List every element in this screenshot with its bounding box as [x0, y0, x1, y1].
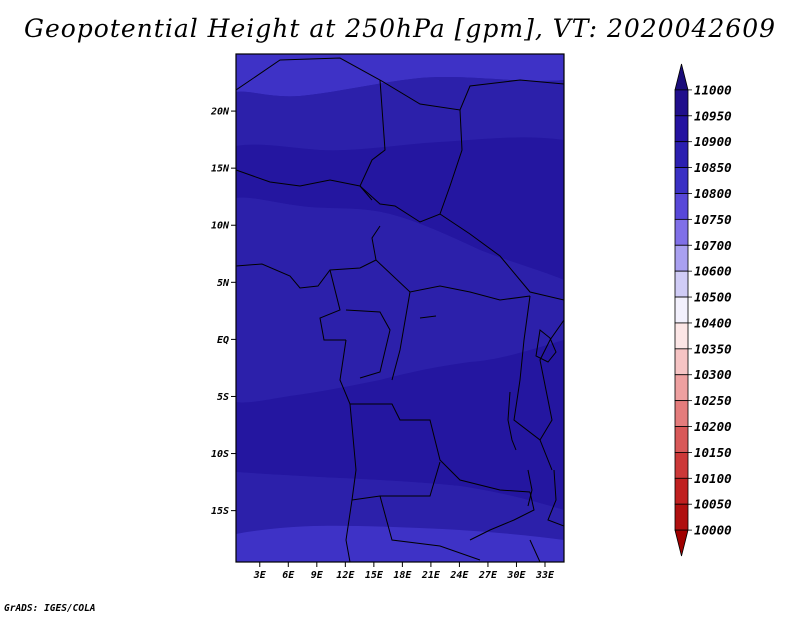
field-band-south3: [236, 525, 564, 562]
grads-credit: GrADS: IGES/COLA: [4, 603, 96, 614]
colorbar-swatch: [674, 322, 689, 350]
colorbar-swatch: [674, 296, 689, 324]
colorbar-label: 10600: [694, 264, 732, 279]
lon-tick-label: 18E: [393, 570, 412, 581]
lon-tick-label: 9E: [311, 570, 324, 581]
colorbar-swatch: [674, 374, 689, 402]
field-band-south2: [236, 472, 564, 540]
lon-tick-label: 15E: [365, 570, 384, 581]
lat-tick-label: 10S: [211, 449, 229, 460]
lat-tick-label: EQ: [217, 335, 229, 346]
lat-tick-label: 15N: [211, 164, 230, 175]
colorbar-swatch: [674, 400, 689, 427]
colorbar-label: 10150: [694, 445, 732, 460]
colorbar-label: 10500: [694, 290, 732, 305]
colorbar-swatch: [674, 426, 689, 453]
lon-tick-label: 6E: [282, 570, 295, 581]
colorbar-label: 10850: [694, 160, 732, 175]
lon-tick-label: 21E: [421, 570, 441, 581]
chart-title: Geopotential Height at 250hPa [gpm], VT:…: [23, 14, 777, 43]
colorbar-swatch: [674, 477, 689, 505]
country-borders: [236, 57, 564, 562]
colorbar-label: 10200: [694, 419, 732, 434]
colorbar-swatch: [674, 167, 689, 194]
lat-tick-label: 5N: [217, 278, 230, 289]
lon-tick-label: 30E: [506, 570, 526, 581]
colorbar-label: 10050: [694, 497, 732, 512]
lon-tick-label: 24E: [449, 570, 469, 581]
field-band-south: [236, 340, 564, 510]
colorbar-swatch: [674, 529, 689, 557]
colorbar-swatch: [674, 270, 689, 298]
colorbar-swatch: [674, 348, 689, 376]
map-frame: [235, 53, 565, 563]
field-band-central: [236, 197, 564, 403]
colorbar-label: 10350: [694, 341, 732, 356]
lat-tick-label: 20N: [210, 107, 230, 118]
colorbar-label: 10400: [694, 315, 732, 330]
colorbar-label: 10000: [694, 523, 732, 538]
latitude-axis: 20N 15N 10N 5N EQ 5S 10S 15S: [210, 107, 236, 517]
lon-tick-label: 3E: [253, 570, 267, 581]
colorbar-swatch: [674, 218, 689, 246]
colorbar-label: 10700: [694, 238, 732, 253]
colorbar-swatch: [674, 115, 689, 143]
lon-tick-label: 27E: [478, 570, 498, 581]
colorbar-label: 10750: [694, 212, 732, 227]
lon-tick-label: 33E: [535, 570, 555, 581]
field-band-north2: [236, 77, 564, 151]
colorbar-swatch: [674, 193, 689, 220]
colorbar-label: 10900: [694, 134, 732, 149]
lakes: [419, 315, 557, 507]
lat-tick-label: 10N: [211, 221, 230, 232]
colorbar-swatch: [674, 503, 689, 531]
colorbar: 11000 10950 10900 10850 10800 10750 10700 10600…: [674, 63, 732, 557]
colorbar-label: 10300: [694, 367, 732, 382]
colorbar-swatch: [674, 63, 689, 91]
lon-tick-label: 12E: [336, 570, 355, 581]
colorbar-swatch: [674, 452, 689, 479]
lat-tick-label: 5S: [217, 392, 229, 403]
colorbar-label: 10950: [694, 108, 732, 123]
colorbar-label: 10100: [694, 471, 732, 486]
longitude-axis: 3E 6E 9E 12E 15E 18E 21E 24E 27E 30E 33E: [253, 562, 555, 581]
colorbar-swatch: [674, 244, 689, 272]
height-field: [236, 54, 564, 562]
colorbar-label: 11000: [694, 82, 732, 97]
colorbar-label: 10250: [694, 393, 732, 408]
colorbar-swatch: [674, 141, 689, 168]
colorbar-swatch: [674, 89, 689, 117]
colorbar-label: 10800: [694, 186, 732, 201]
lat-tick-label: 15S: [211, 506, 229, 517]
field-band-north: [236, 54, 564, 97]
